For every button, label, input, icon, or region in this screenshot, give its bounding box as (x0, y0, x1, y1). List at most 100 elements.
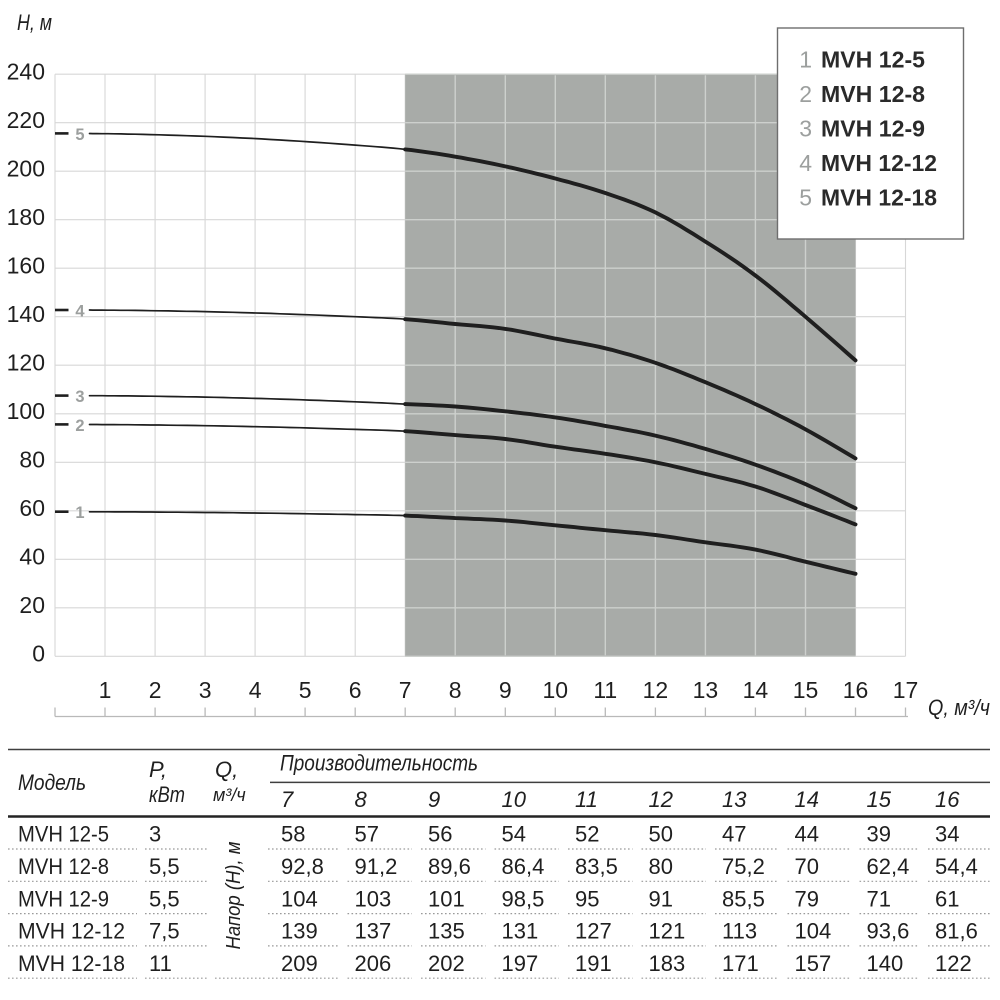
svg-text:171: 171 (722, 951, 759, 976)
svg-text:10: 10 (543, 677, 569, 703)
svg-text:56: 56 (428, 822, 452, 847)
svg-text:12: 12 (643, 677, 669, 703)
svg-text:92,8: 92,8 (281, 854, 324, 879)
svg-text:52: 52 (575, 822, 599, 847)
svg-text:11: 11 (575, 787, 598, 812)
svg-text:16: 16 (935, 787, 960, 812)
svg-text:14: 14 (743, 677, 769, 703)
svg-text:MVH 12-18: MVH 12-18 (18, 951, 125, 976)
svg-text:Производительность: Производительность (280, 751, 478, 776)
svg-text:140: 140 (7, 301, 45, 327)
svg-text:H, м: H, м (17, 10, 52, 35)
svg-text:3: 3 (199, 677, 212, 703)
svg-text:6: 6 (349, 677, 362, 703)
svg-text:14: 14 (795, 787, 819, 812)
svg-text:5,5: 5,5 (149, 886, 180, 911)
svg-text:98,5: 98,5 (502, 886, 545, 911)
svg-text:4: 4 (249, 677, 262, 703)
svg-text:34: 34 (935, 822, 959, 847)
svg-text:70: 70 (795, 854, 819, 879)
svg-text:Q,: Q, (215, 757, 238, 782)
svg-text:160: 160 (7, 252, 45, 278)
svg-text:15: 15 (867, 787, 892, 812)
svg-text:5: 5 (299, 677, 312, 703)
svg-text:12: 12 (649, 787, 673, 812)
svg-text:MVH 12-9: MVH 12-9 (18, 886, 109, 911)
svg-text:5: 5 (799, 185, 812, 211)
svg-text:104: 104 (281, 886, 318, 911)
svg-text:7: 7 (399, 677, 412, 703)
svg-text:79: 79 (795, 886, 819, 911)
svg-text:122: 122 (935, 951, 972, 976)
svg-text:104: 104 (795, 919, 832, 944)
svg-text:57: 57 (355, 822, 379, 847)
svg-text:17: 17 (893, 677, 919, 703)
svg-text:81,6: 81,6 (935, 919, 978, 944)
svg-text:103: 103 (355, 886, 392, 911)
svg-text:5,5: 5,5 (149, 854, 180, 879)
svg-text:1: 1 (99, 677, 112, 703)
svg-text:89,6: 89,6 (428, 854, 471, 879)
svg-text:MVH 12-8: MVH 12-8 (821, 81, 925, 107)
svg-text:47: 47 (722, 822, 746, 847)
svg-text:202: 202 (428, 951, 465, 976)
svg-text:5: 5 (75, 126, 84, 144)
svg-text:3: 3 (149, 822, 161, 847)
svg-text:183: 183 (649, 951, 686, 976)
svg-text:135: 135 (428, 919, 465, 944)
svg-text:75,2: 75,2 (722, 854, 765, 879)
svg-text:86,4: 86,4 (502, 854, 545, 879)
svg-text:MVH 12-8: MVH 12-8 (18, 854, 109, 879)
svg-text:1: 1 (799, 47, 812, 73)
svg-text:9: 9 (428, 787, 440, 812)
svg-text:MVH 12-12: MVH 12-12 (821, 150, 937, 176)
svg-text:80: 80 (649, 854, 673, 879)
svg-text:13: 13 (693, 677, 719, 703)
svg-text:39: 39 (867, 822, 891, 847)
svg-text:157: 157 (795, 951, 832, 976)
svg-text:91: 91 (649, 886, 673, 911)
svg-text:15: 15 (793, 677, 819, 703)
svg-text:197: 197 (502, 951, 539, 976)
svg-text:9: 9 (499, 677, 512, 703)
svg-text:3: 3 (75, 388, 84, 406)
svg-text:50: 50 (649, 822, 673, 847)
svg-text:2: 2 (75, 417, 84, 435)
svg-text:10: 10 (502, 787, 527, 812)
svg-text:11: 11 (149, 951, 172, 976)
svg-text:13: 13 (722, 787, 747, 812)
svg-text:80: 80 (19, 446, 45, 472)
svg-text:101: 101 (428, 886, 465, 911)
svg-text:131: 131 (502, 919, 539, 944)
svg-text:Q, м³/ч: Q, м³/ч (928, 695, 990, 720)
svg-text:P,: P, (149, 757, 167, 782)
svg-text:58: 58 (281, 822, 305, 847)
svg-text:8: 8 (449, 677, 462, 703)
svg-text:Модель: Модель (18, 770, 86, 795)
svg-text:44: 44 (795, 822, 819, 847)
svg-text:180: 180 (7, 204, 45, 230)
svg-text:4: 4 (75, 302, 85, 320)
svg-text:54,4: 54,4 (935, 854, 978, 879)
svg-text:16: 16 (843, 677, 869, 703)
svg-text:7,5: 7,5 (149, 919, 180, 944)
svg-text:127: 127 (575, 919, 612, 944)
svg-text:209: 209 (281, 951, 318, 976)
svg-text:MVH 12-5: MVH 12-5 (821, 47, 925, 73)
svg-text:62,4: 62,4 (867, 854, 910, 879)
svg-text:2: 2 (149, 677, 162, 703)
svg-text:3: 3 (799, 116, 812, 142)
svg-text:140: 140 (867, 951, 904, 976)
svg-text:0: 0 (32, 640, 45, 666)
svg-text:137: 137 (355, 919, 392, 944)
svg-text:100: 100 (7, 398, 45, 424)
svg-text:54: 54 (502, 822, 526, 847)
svg-text:120: 120 (7, 349, 45, 375)
svg-text:139: 139 (281, 919, 318, 944)
svg-text:2: 2 (799, 81, 812, 107)
svg-text:85,5: 85,5 (722, 886, 765, 911)
svg-text:220: 220 (7, 107, 45, 133)
svg-text:20: 20 (19, 592, 45, 618)
svg-text:240: 240 (7, 58, 45, 84)
svg-text:м³/ч: м³/ч (213, 785, 246, 805)
